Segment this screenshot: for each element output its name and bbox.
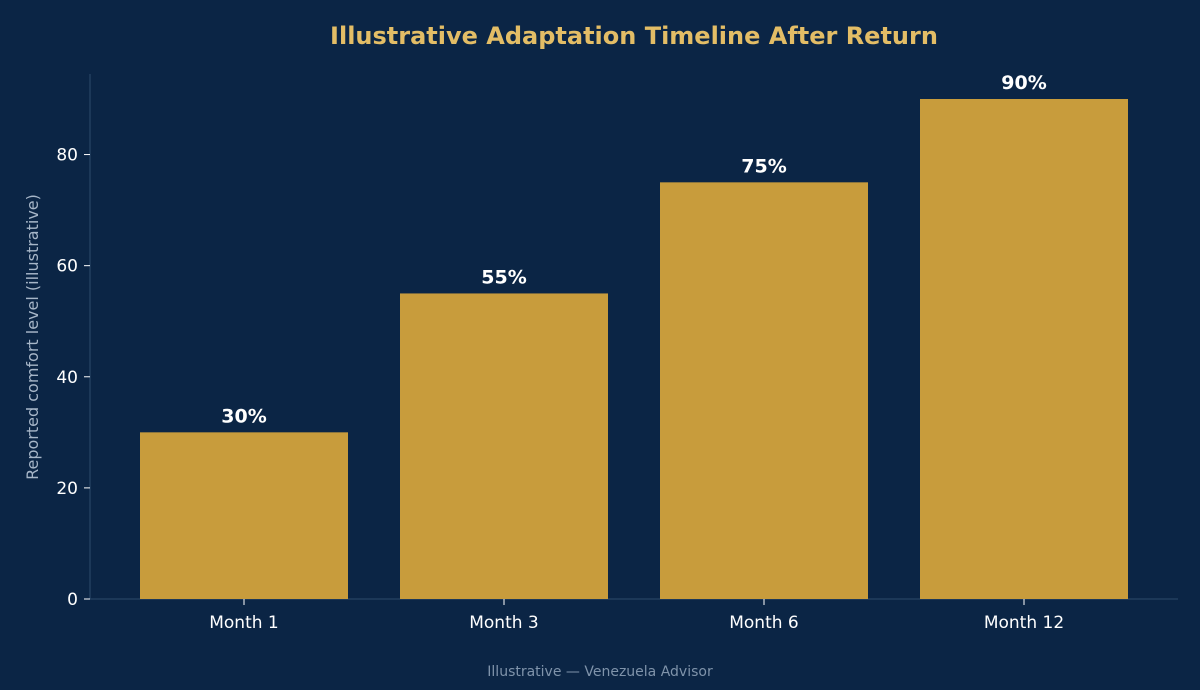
y-tick-label: 60 [56,257,78,277]
bar-value-label: 55% [481,266,526,288]
x-tick-label: Month 3 [469,613,539,633]
footer-text: Illustrative — Venezuela Advisor [487,664,713,680]
y-tick-label: 20 [56,479,78,499]
y-tick-label: 40 [56,368,78,388]
chart-title: Illustrative Adaptation Timeline After R… [330,22,938,50]
bar-labels: 30% 55% 75% 90% [221,72,1046,427]
y-axis-label: Reported comfort level (illustrative) [23,194,42,480]
bar-value-label: 30% [221,405,266,427]
bar-value-label: 75% [741,155,786,177]
bar [920,99,1128,599]
x-ticks: Month 1 Month 3 Month 6 Month 12 [209,599,1064,633]
bars [140,99,1128,600]
x-tick-label: Month 1 [209,613,279,633]
bar [400,293,608,599]
y-tick-label: 80 [56,146,78,166]
y-tick-label: 0 [67,590,78,610]
bar-value-label: 90% [1001,72,1046,94]
y-ticks: 0 20 40 60 80 [56,146,90,610]
x-tick-label: Month 6 [729,613,799,633]
bar [140,432,348,599]
x-tick-label: Month 12 [984,613,1064,633]
bar [660,182,868,600]
